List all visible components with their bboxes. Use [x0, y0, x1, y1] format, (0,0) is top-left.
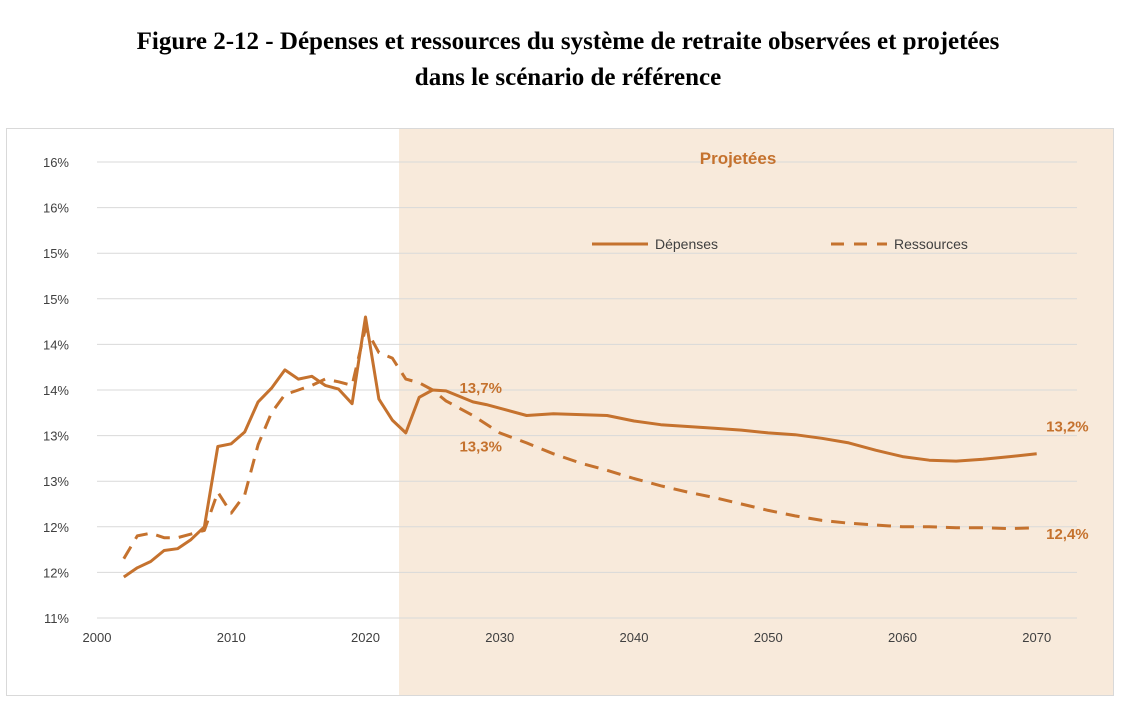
x-tick-label: 2050	[754, 630, 783, 645]
figure-title: Figure 2-12 - Dépenses et ressources du …	[0, 24, 1136, 96]
y-tick-label: 16%	[43, 155, 69, 170]
y-tick-label: 13%	[43, 429, 69, 444]
figure-title-line-1: Figure 2-12 - Dépenses et ressources du …	[136, 28, 1000, 55]
legend-label: Dépenses	[655, 236, 718, 252]
data-annotation: 13,7%	[459, 380, 502, 397]
x-tick-label: 2020	[351, 630, 380, 645]
series-line-ressources	[122, 326, 1037, 560]
projection-label: Projetées	[700, 149, 777, 168]
y-tick-label: 16%	[43, 201, 69, 216]
y-tick-label: 15%	[43, 246, 69, 261]
y-tick-label: 14%	[43, 383, 69, 398]
figure-title-line-2: dans le scénario de référence	[414, 64, 722, 91]
y-tick-label: 12%	[43, 565, 69, 580]
projection-region	[399, 129, 1113, 695]
legend-label: Ressources	[894, 236, 968, 252]
x-tick-label: 2000	[83, 630, 112, 645]
x-tick-label: 2070	[1022, 630, 1051, 645]
x-tick-label: 2010	[217, 630, 246, 645]
x-tick-label: 2040	[620, 630, 649, 645]
line-chart: 11% 12% 12% 13% 13% 14% 14% 15% 15% 16% 16% 2000 201…	[43, 129, 1113, 695]
y-tick-label: 12%	[43, 520, 69, 535]
y-tick-label: 11%	[44, 611, 69, 626]
x-tick-label: 2030	[485, 630, 514, 645]
y-tick-label: 13%	[43, 474, 69, 489]
data-annotation: 13,3%	[459, 439, 502, 456]
series-line-dpenses	[122, 315, 1037, 579]
y-tick-label: 14%	[43, 337, 69, 352]
y-tick-label: 15%	[43, 292, 69, 307]
data-annotation: 13,2%	[1046, 418, 1089, 435]
chart-frame: 11% 12% 12% 13% 13% 14% 14% 15% 15% 16% 16% 2000 201…	[6, 128, 1114, 696]
data-annotation: 12,4%	[1046, 526, 1089, 543]
x-tick-label: 2060	[888, 630, 917, 645]
